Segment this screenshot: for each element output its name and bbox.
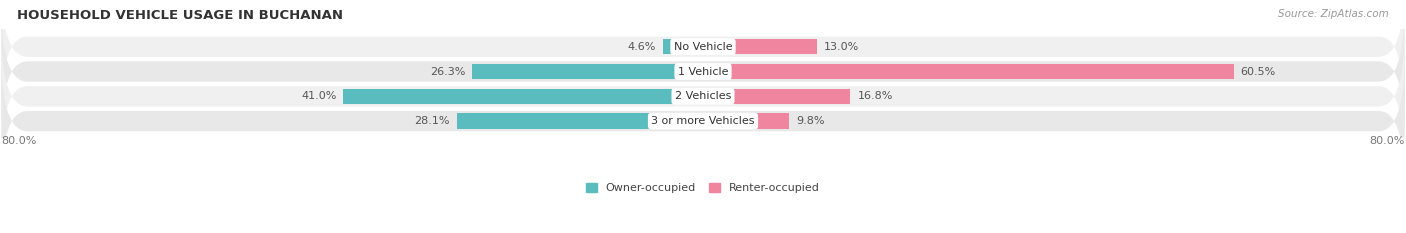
Bar	[662, 39, 703, 54]
Text: 16.8%: 16.8%	[858, 91, 893, 101]
Text: HOUSEHOLD VEHICLE USAGE IN BUCHANAN: HOUSEHOLD VEHICLE USAGE IN BUCHANAN	[17, 9, 343, 22]
Bar	[703, 89, 851, 104]
Bar	[472, 64, 703, 79]
Bar	[457, 113, 703, 129]
Text: 9.8%: 9.8%	[796, 116, 824, 126]
Text: 13.0%: 13.0%	[824, 42, 859, 52]
FancyBboxPatch shape	[1, 32, 1405, 161]
Text: 2 Vehicles: 2 Vehicles	[675, 91, 731, 101]
FancyBboxPatch shape	[1, 7, 1405, 136]
Text: 28.1%: 28.1%	[413, 116, 450, 126]
FancyBboxPatch shape	[1, 57, 1405, 185]
Text: Source: ZipAtlas.com: Source: ZipAtlas.com	[1278, 9, 1389, 19]
Text: 60.5%: 60.5%	[1240, 66, 1275, 76]
Bar	[703, 64, 1233, 79]
Bar	[703, 113, 789, 129]
Text: 1 Vehicle: 1 Vehicle	[678, 66, 728, 76]
Bar	[343, 89, 703, 104]
FancyBboxPatch shape	[1, 0, 1405, 111]
Text: 4.6%: 4.6%	[627, 42, 655, 52]
Bar	[703, 39, 817, 54]
Text: 3 or more Vehicles: 3 or more Vehicles	[651, 116, 755, 126]
Text: 26.3%: 26.3%	[430, 66, 465, 76]
Text: 41.0%: 41.0%	[301, 91, 336, 101]
Legend: Owner-occupied, Renter-occupied: Owner-occupied, Renter-occupied	[586, 182, 820, 193]
Text: No Vehicle: No Vehicle	[673, 42, 733, 52]
Text: 80.0%: 80.0%	[1, 136, 37, 146]
Text: 80.0%: 80.0%	[1369, 136, 1405, 146]
